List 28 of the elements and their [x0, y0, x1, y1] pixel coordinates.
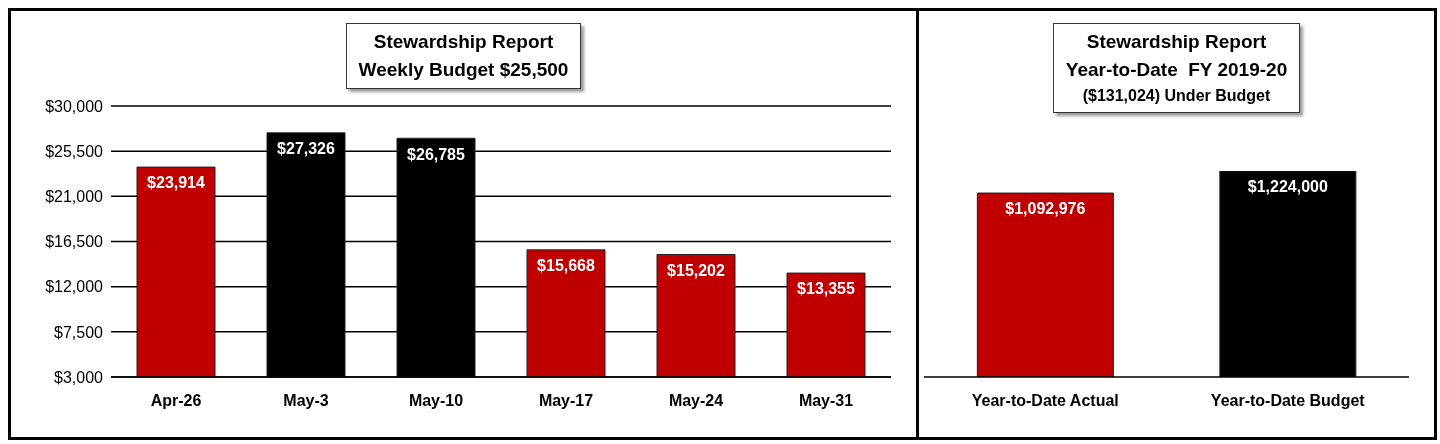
data-label: $1,092,976 [1005, 200, 1086, 218]
chart-title: Stewardship Report [1085, 30, 1268, 54]
x-tick-label: May-17 [538, 392, 594, 410]
chart-subtitle: Year-to-Date FY 2019-20 [1065, 58, 1288, 82]
chart-title: Stewardship Report [372, 30, 555, 54]
data-label: $27,326 [277, 140, 336, 158]
chart-subtitle: Weekly Budget $25,500 [358, 58, 569, 82]
data-label: $1,224,000 [1247, 178, 1328, 196]
y-tick-label: $30,000 [45, 97, 104, 115]
data-label: $15,668 [537, 257, 596, 275]
data-label: $15,202 [667, 261, 726, 279]
x-tick-label: May-10 [408, 392, 464, 410]
x-tick-label: May-3 [283, 392, 329, 410]
data-label: $26,785 [407, 145, 466, 163]
y-tick-label: $7,500 [54, 323, 104, 341]
data-label: $23,914 [147, 174, 206, 192]
y-tick-label: $3,000 [54, 368, 104, 386]
x-tick-label: Year-to-Date Budget [1210, 392, 1366, 410]
x-tick-label: Apr-26 [150, 392, 202, 410]
text: ($131,024) Under Budget [1081, 86, 1272, 106]
y-tick-label: $21,000 [45, 188, 104, 206]
data-label: $13,355 [797, 280, 856, 298]
x-tick-label: May-31 [798, 392, 854, 410]
x-tick-label: Year-to-Date Actual [971, 392, 1119, 410]
y-tick-label: $12,000 [45, 278, 104, 296]
y-tick-label: $25,500 [45, 142, 104, 160]
y-tick-label: $16,500 [45, 233, 104, 251]
x-tick-label: May-24 [668, 392, 724, 410]
